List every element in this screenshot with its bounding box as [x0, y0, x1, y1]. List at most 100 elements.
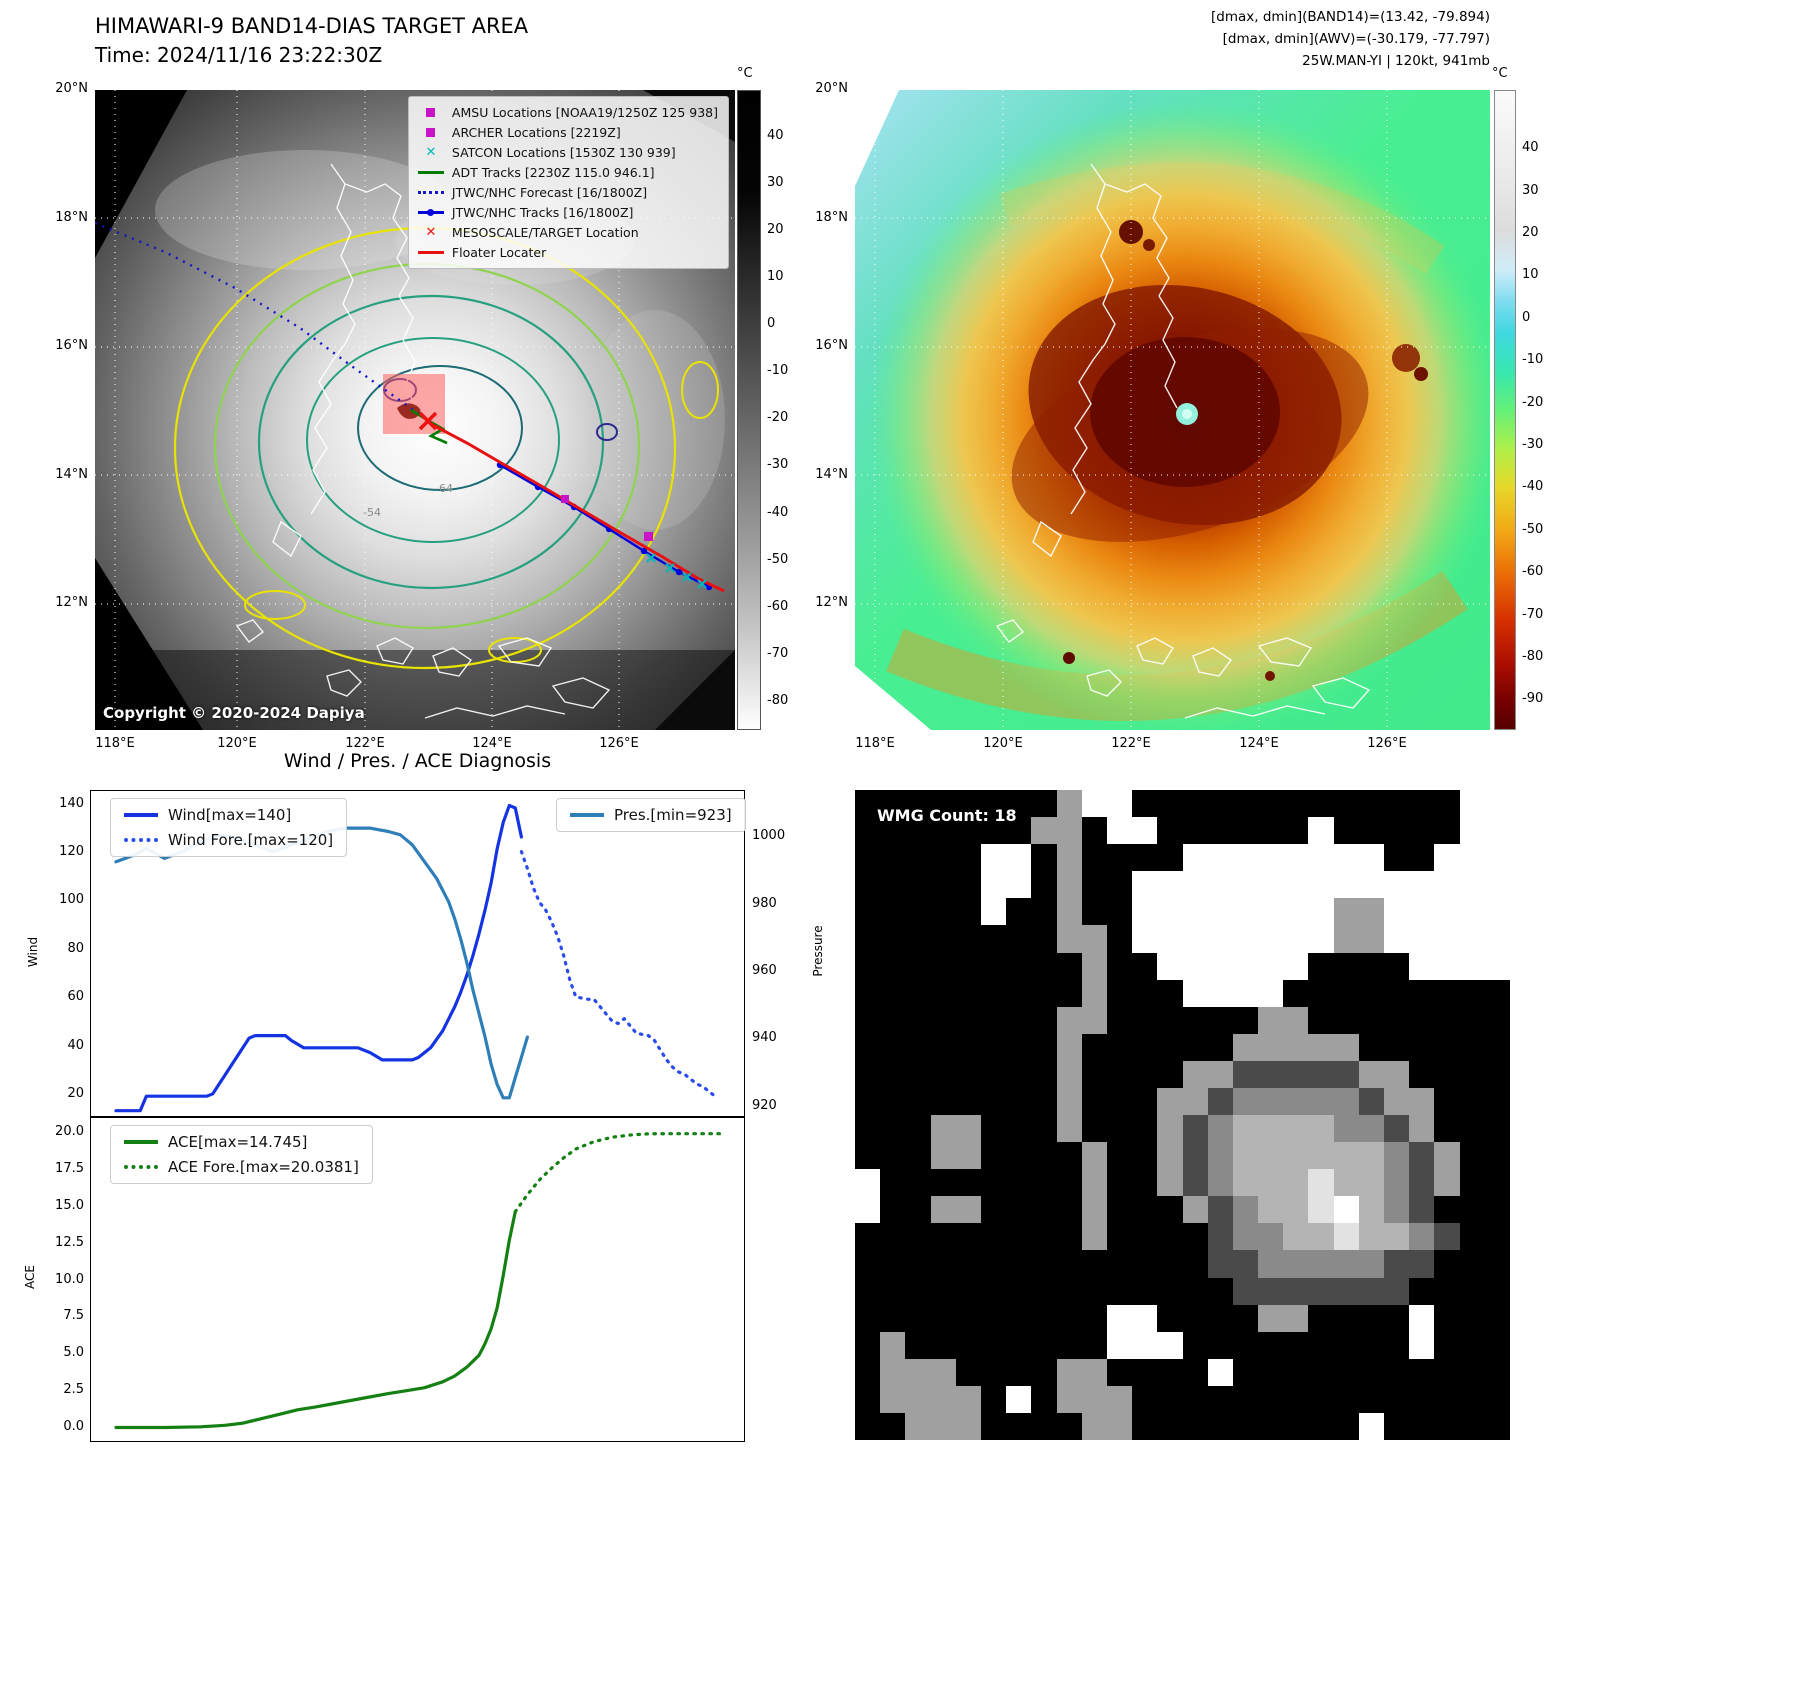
wmg-cell [1409, 871, 1435, 899]
wmg-cell [1333, 1087, 1359, 1115]
wmg-cell [1081, 817, 1107, 845]
wmg-cell [1006, 1277, 1032, 1305]
wmg-cell [1283, 1006, 1309, 1034]
wmg-cell [880, 1006, 906, 1034]
wmg-cell [1157, 871, 1183, 899]
wmg-cell [1031, 979, 1057, 1007]
wmg-cell [1308, 1196, 1334, 1224]
wmg-cell [1207, 925, 1233, 953]
wmg-cell [1308, 1358, 1334, 1386]
wmg-cell [1258, 979, 1284, 1007]
wmg-cell [880, 1412, 906, 1440]
wmg-cell [1384, 1304, 1410, 1332]
wmg-cell [1358, 790, 1385, 818]
awv-x-tick: 118°E [855, 736, 895, 751]
wmg-cell [1384, 952, 1410, 980]
wind-y-tick: 60 [67, 989, 84, 1005]
wmg-cell [1409, 1385, 1435, 1413]
wmg-cell [1056, 1115, 1082, 1143]
wmg-cell [1358, 1060, 1385, 1088]
wmg-cell [1484, 871, 1510, 899]
wmg-cell [1182, 790, 1208, 818]
wmg-cell [855, 898, 881, 926]
wmg-cell [955, 1060, 981, 1088]
wmg-cell [1283, 1412, 1309, 1440]
wmg-cell [1056, 1196, 1082, 1224]
wmg-cell [930, 1412, 956, 1440]
wmg-cell [1182, 1331, 1208, 1359]
wmg-cell [1333, 1060, 1359, 1088]
coastlines [995, 163, 1371, 719]
band14-colorbar-tick: -10 [767, 363, 789, 379]
wmg-cell [1132, 871, 1158, 899]
wmg-cell [930, 1277, 956, 1305]
wmg-cell [1207, 1196, 1233, 1224]
wmg-cell [1081, 790, 1107, 818]
pressure-y-tick: 1000 [752, 828, 786, 844]
wmg-cell [1283, 1033, 1309, 1061]
wmg-cell [1258, 1115, 1284, 1143]
wmg-cell [1384, 1250, 1410, 1278]
wmg-cell [1006, 952, 1032, 980]
band14-colorbar-tick: 0 [767, 316, 776, 332]
wmg-cell [905, 1385, 931, 1413]
wmg-cell [1006, 871, 1032, 899]
ace-y-tick: 10.0 [55, 1271, 84, 1287]
legend-marker [417, 108, 445, 117]
wmg-cell [880, 952, 906, 980]
wmg-cell [1258, 898, 1284, 926]
wmg-cell [1459, 817, 1485, 845]
wmg-cell [930, 844, 956, 872]
wmg-cell [1333, 1358, 1359, 1386]
map-legend-item: AMSU Locations [NOAA19/1250Z 125 938] [417, 104, 718, 121]
wmg-cell [1358, 1412, 1385, 1440]
wmg-cell [1358, 1277, 1385, 1305]
wmg-cell [1384, 1358, 1410, 1386]
square-marker-icon [426, 108, 436, 117]
wmg-cell [1384, 898, 1410, 926]
awv-x-tick: 126°E [1367, 736, 1407, 751]
wmg-cell [1182, 1277, 1208, 1305]
wmg-cell [1157, 1115, 1183, 1143]
wmg-cell [1358, 1196, 1385, 1224]
wmg-cell [1232, 1223, 1259, 1251]
chart-legend-item: ACE Fore.[max=20.0381] [124, 1158, 359, 1176]
wmg-cell [1132, 1169, 1158, 1197]
wmg-cell [1182, 871, 1208, 899]
wind-y-tick: 40 [67, 1037, 84, 1053]
wmg-cell [880, 898, 906, 926]
wmg-cell [980, 1277, 1007, 1305]
wmg-cell [1031, 1331, 1057, 1359]
wmg-cell [980, 952, 1007, 980]
wmg-cell [1006, 1223, 1032, 1251]
awv-colorbar-tick: -20 [1522, 394, 1544, 410]
wmg-cell [1056, 1385, 1082, 1413]
awv-x-tick: 122°E [1111, 736, 1151, 751]
wmg-cell [1308, 1115, 1334, 1143]
wmg-cell [1207, 1060, 1233, 1088]
wmg-cell [1384, 1115, 1410, 1143]
dotted-line-icon [124, 838, 158, 842]
wmg-cell [1358, 871, 1385, 899]
wmg-cell [1132, 1331, 1158, 1359]
wmg-cell [930, 1331, 956, 1359]
awv-colorbar-tick: -70 [1522, 606, 1544, 622]
wmg-cell [1409, 898, 1435, 926]
series-pres- [114, 826, 529, 1100]
wmg-cell [1157, 1033, 1183, 1061]
wmg-cell [905, 1223, 931, 1251]
wmg-cell [1384, 1385, 1410, 1413]
wmg-cell [1459, 1358, 1485, 1386]
wmg-cell [1459, 1087, 1485, 1115]
wmg-cell [1232, 871, 1259, 899]
wmg-cell [1031, 1358, 1057, 1386]
wmg-cell [1006, 1142, 1032, 1170]
wmg-cell [1106, 844, 1133, 872]
wmg-cell [1459, 1142, 1485, 1170]
wind-y-tick: 20 [67, 1086, 84, 1102]
legend-marker [417, 191, 445, 194]
wmg-cell [1434, 1196, 1460, 1224]
wmg-cell [1207, 1385, 1233, 1413]
wmg-cell [1056, 1006, 1082, 1034]
ace-y-tick: 15.0 [55, 1197, 84, 1213]
